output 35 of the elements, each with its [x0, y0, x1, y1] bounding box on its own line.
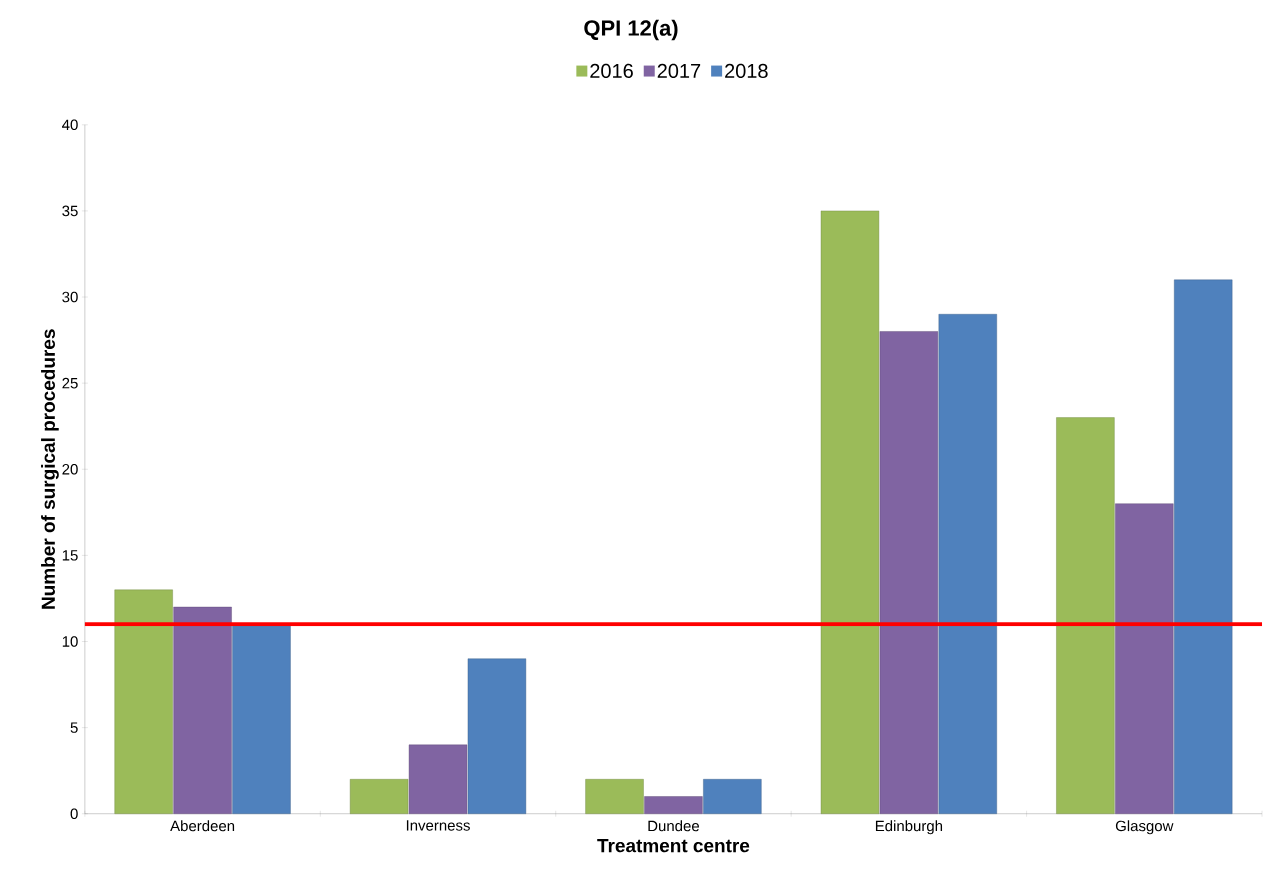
x-axis-title: Treatment centre — [597, 839, 750, 853]
y-tick-label: 15 — [62, 550, 78, 561]
bar — [349, 779, 409, 815]
x-tick-label: Edinburgh — [875, 820, 943, 835]
bar — [408, 744, 468, 815]
bar — [703, 779, 762, 815]
y-tick-label: 20 — [62, 464, 78, 475]
bar — [1174, 279, 1233, 815]
bar — [585, 779, 644, 815]
y-tick-label: 35 — [62, 205, 78, 217]
y-tick-label: 25 — [62, 378, 78, 389]
y-tick-label: 10 — [62, 636, 78, 647]
bar — [1056, 417, 1115, 815]
x-tick-label: Aberdeen — [170, 820, 235, 832]
y-tick-label: 30 — [62, 291, 78, 303]
chart-title: QPI 12(a) — [584, 19, 678, 41]
bar — [467, 658, 527, 815]
legend-label: 2016 — [590, 64, 633, 79]
bar — [879, 331, 939, 815]
y-axis-title: Number of surgical procedures — [41, 329, 59, 609]
bar — [232, 624, 291, 815]
y-tick-label: 5 — [70, 722, 78, 734]
y-tick-label: 40 — [62, 119, 78, 131]
bar — [644, 796, 703, 815]
x-tick-label: Inverness — [406, 820, 470, 831]
x-tick-label: Glasgow — [1115, 820, 1174, 835]
legend-label: 2018 — [725, 64, 768, 79]
x-tick-label: Dundee — [648, 820, 699, 832]
legend-label: 2017 — [657, 64, 701, 79]
bar — [114, 589, 173, 815]
bar — [1115, 503, 1174, 815]
bar — [173, 607, 232, 815]
bar — [820, 210, 880, 815]
y-tick-label: 0 — [70, 808, 78, 820]
bar — [938, 314, 997, 815]
